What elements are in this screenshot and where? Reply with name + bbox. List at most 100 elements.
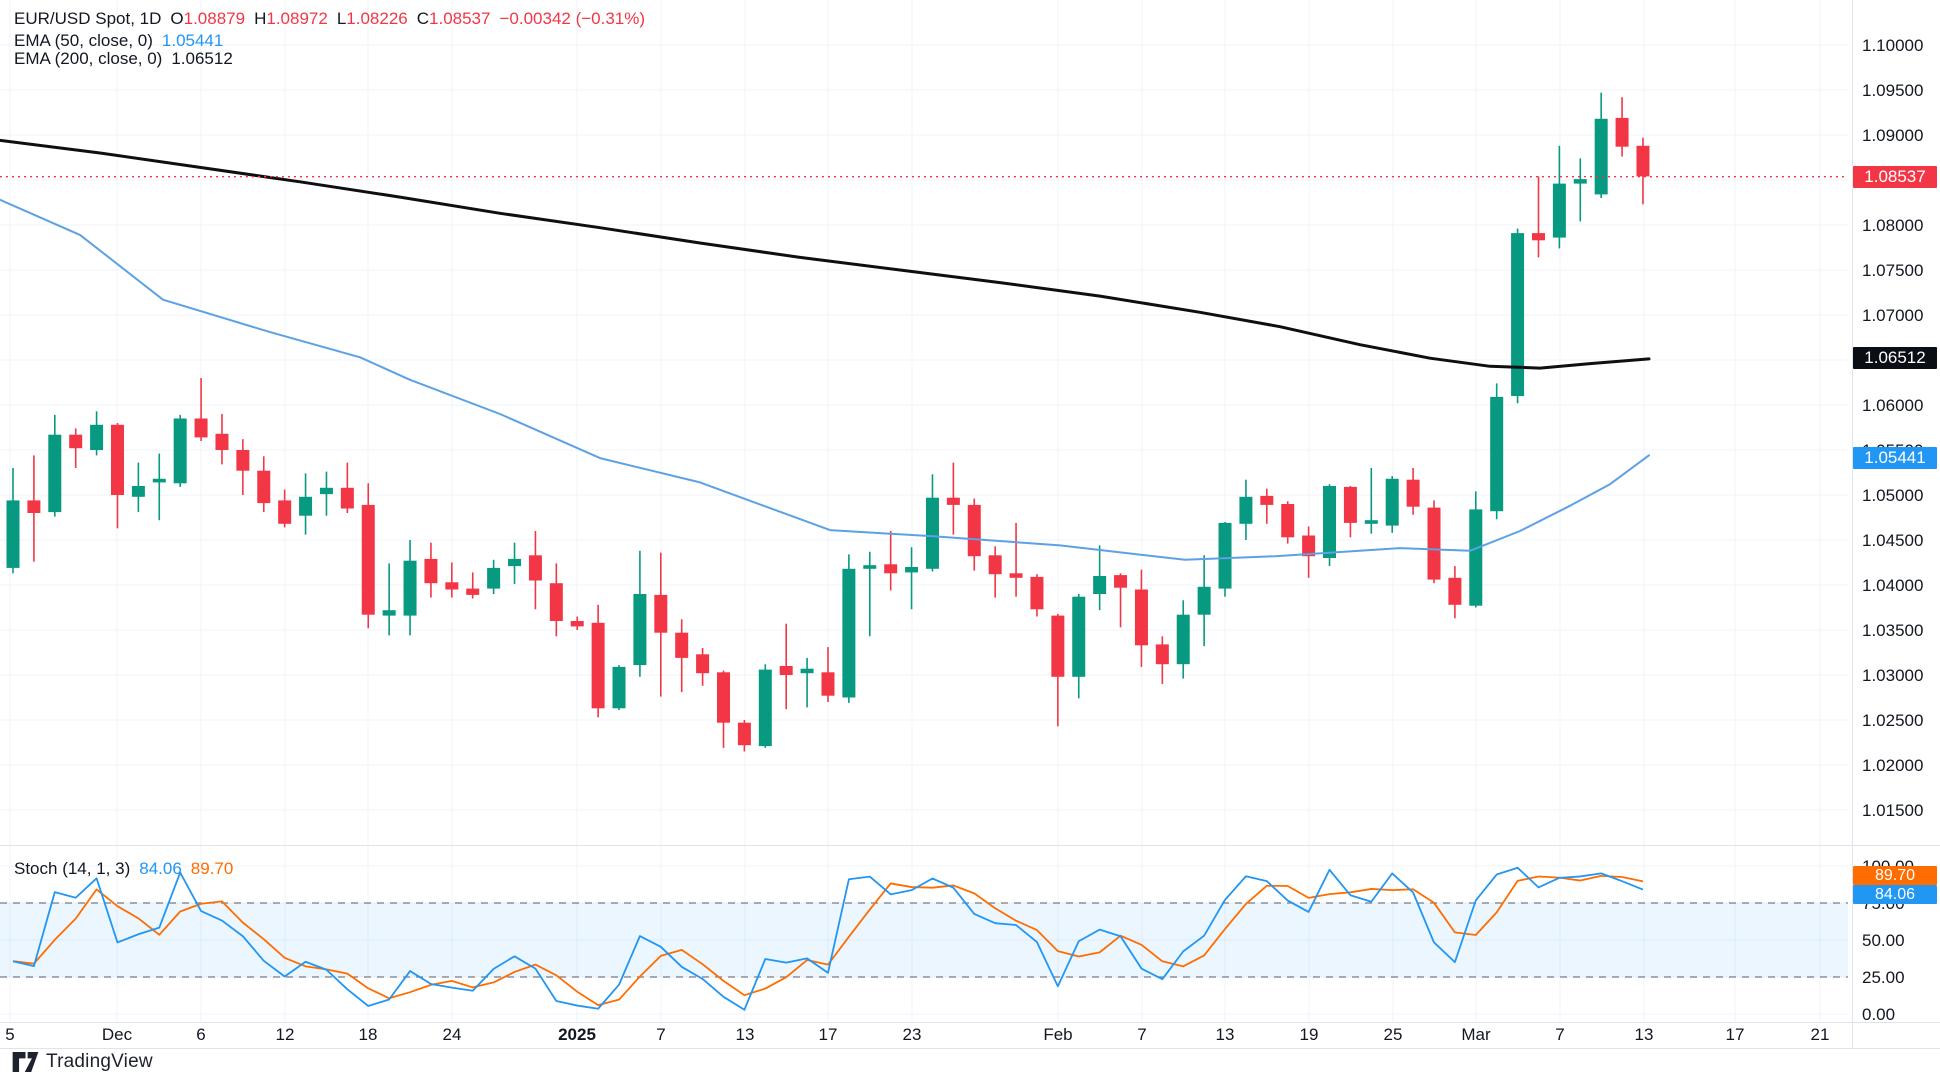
svg-text:1.03000: 1.03000 <box>1862 666 1923 685</box>
candle <box>1323 486 1337 558</box>
stoch-legend[interactable]: Stoch (14, 1, 3) 84.06 89.70 <box>14 859 233 878</box>
candle <box>779 666 793 675</box>
candle <box>1406 479 1420 507</box>
ema50-price-badge: 1.05441 <box>1853 447 1937 469</box>
svg-text:Feb: Feb <box>1043 1025 1072 1044</box>
price-axis[interactable]: 1.10000 1.09500 1.09000 1.08000 1.07500 1.070… <box>1862 36 1923 1024</box>
tradingview-logo[interactable]: TradingView <box>12 1051 153 1073</box>
svg-text:1.02000: 1.02000 <box>1862 756 1923 775</box>
candle <box>1009 573 1023 578</box>
svg-text:1.04500: 1.04500 <box>1862 531 1923 550</box>
candle <box>131 486 145 497</box>
tradingview-logo-icon <box>12 1052 39 1072</box>
candle <box>716 672 730 723</box>
candle <box>925 497 939 569</box>
svg-text:1.04000: 1.04000 <box>1862 576 1923 595</box>
candle <box>1093 576 1107 594</box>
candle <box>257 470 271 504</box>
svg-text:17: 17 <box>819 1025 838 1044</box>
symbol-title: EUR/USD Spot, 1D <box>14 9 162 28</box>
ema50-legend[interactable]: EMA (50, close, 0) 1.05441 <box>14 31 223 50</box>
candle <box>1552 183 1566 238</box>
candle <box>1114 575 1128 588</box>
candle <box>570 621 584 627</box>
svg-text:12: 12 <box>276 1025 295 1044</box>
svg-text:1.02500: 1.02500 <box>1862 711 1923 730</box>
svg-text:Dec: Dec <box>102 1025 133 1044</box>
svg-text:50.00: 50.00 <box>1862 931 1905 950</box>
svg-text:7: 7 <box>1555 1025 1564 1044</box>
ohlc-open: O1.08879 <box>170 9 246 28</box>
svg-text:1.07000: 1.07000 <box>1862 306 1923 325</box>
svg-text:13: 13 <box>1635 1025 1654 1044</box>
candle <box>1511 233 1525 396</box>
candle <box>633 594 647 666</box>
candle <box>988 555 1002 575</box>
svg-text:1.05000: 1.05000 <box>1862 486 1923 505</box>
candle <box>1531 233 1545 241</box>
svg-text:1.10000: 1.10000 <box>1862 36 1923 55</box>
candle <box>69 434 83 449</box>
ema200-legend[interactable]: EMA (200, close, 0) 1.06512 <box>14 49 233 68</box>
candle <box>299 496 313 516</box>
svg-text:13: 13 <box>1216 1025 1235 1044</box>
svg-text:2025: 2025 <box>558 1025 596 1044</box>
candle <box>1030 576 1044 610</box>
ohlc-high: H1.08972 <box>254 9 328 28</box>
candle <box>612 666 626 709</box>
candle <box>1302 535 1316 557</box>
stoch-d-badge: 89.70 <box>1853 866 1937 885</box>
change-value: −0.00342 (−0.31%) <box>499 9 646 28</box>
stoch-k-badge: 84.06 <box>1853 885 1937 904</box>
symbol-legend[interactable]: EUR/USD Spot, 1D O1.08879 H1.08972 L1.08… <box>14 9 645 28</box>
svg-text:0.00: 0.00 <box>1862 1005 1895 1024</box>
candle <box>382 610 396 616</box>
candle <box>173 418 187 484</box>
svg-text:1.01500: 1.01500 <box>1862 801 1923 820</box>
svg-text:5: 5 <box>5 1025 14 1044</box>
candle <box>884 564 898 574</box>
ema50-label: EMA (50, close, 0) <box>14 31 153 50</box>
svg-text:25.00: 25.00 <box>1862 968 1905 987</box>
candle <box>48 434 62 513</box>
candle <box>1615 117 1629 147</box>
candle <box>967 504 981 557</box>
candle <box>1072 596 1086 677</box>
candle <box>319 487 333 495</box>
candle <box>800 668 814 674</box>
svg-text:1.03500: 1.03500 <box>1862 621 1923 640</box>
candle <box>1051 615 1065 677</box>
candle <box>528 555 542 581</box>
stoch-label: Stoch (14, 1, 3) <box>14 859 131 878</box>
stoch-d-value: 89.70 <box>190 859 234 878</box>
candle <box>1343 486 1357 523</box>
candle <box>361 504 375 615</box>
candle <box>842 568 856 698</box>
last-price-badge: 1.08537 <box>1853 166 1937 188</box>
svg-text:1.07500: 1.07500 <box>1862 261 1923 280</box>
candle <box>152 478 166 483</box>
tradingview-logo-text: TradingView <box>46 1051 153 1072</box>
candle <box>863 565 877 569</box>
svg-text:21: 21 <box>1811 1025 1830 1044</box>
svg-text:25: 25 <box>1384 1025 1403 1044</box>
candle <box>1364 520 1378 524</box>
stoch-k-value: 84.06 <box>139 859 182 878</box>
candle <box>236 450 250 471</box>
svg-text:Mar: Mar <box>1461 1025 1491 1044</box>
svg-text:7: 7 <box>656 1025 665 1044</box>
svg-text:1.08000: 1.08000 <box>1862 216 1923 235</box>
candle <box>1155 644 1169 665</box>
candle <box>946 497 960 505</box>
candle <box>821 672 835 696</box>
candle <box>675 632 689 658</box>
candle <box>110 424 124 495</box>
candle <box>6 500 20 568</box>
time-axis[interactable]: 5 Dec 6 12 18 24 2025 7 13 17 23 Feb 7 13 19 25 Mar 7 13 17… <box>5 1025 1829 1044</box>
candle <box>1281 504 1295 538</box>
ema200-line <box>0 138 1651 370</box>
ohlc-low: L1.08226 <box>336 9 408 28</box>
candle <box>1573 179 1587 184</box>
stoch-d-line <box>12 874 1644 1006</box>
